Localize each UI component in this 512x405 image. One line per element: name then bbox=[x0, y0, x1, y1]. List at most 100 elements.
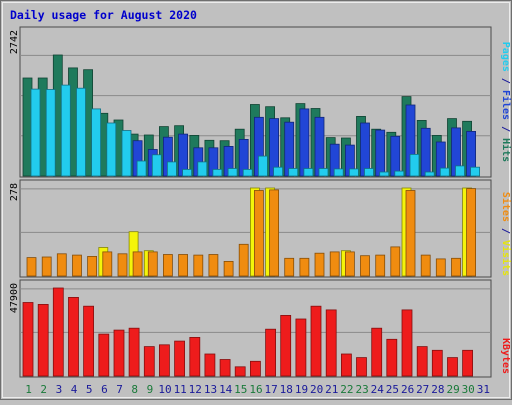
bar-kbytes-day-1 bbox=[22, 302, 34, 377]
bar-sites-day-16 bbox=[253, 190, 264, 277]
bar-pages-day-28 bbox=[439, 167, 450, 177]
x-tick-label-day-22: 22 bbox=[340, 383, 353, 396]
bar-files-day-18 bbox=[284, 121, 295, 177]
bar-sites-day-3 bbox=[56, 253, 67, 277]
bar-sites-day-26 bbox=[405, 190, 416, 277]
bar-sites-day-24 bbox=[375, 254, 386, 277]
x-tick-label-day-8: 8 bbox=[131, 383, 138, 396]
bar-sites-day-4 bbox=[72, 254, 82, 277]
bar-sites-day-2 bbox=[41, 256, 52, 277]
bar-kbytes-day-5 bbox=[83, 305, 94, 377]
x-tick-label-day-16: 16 bbox=[249, 383, 262, 396]
visits-max-label: 278 bbox=[9, 183, 20, 201]
panel-visits-sites-bars bbox=[26, 187, 477, 277]
hits-max-label: 2742 bbox=[9, 30, 20, 54]
x-tick-label-day-14: 14 bbox=[219, 383, 233, 396]
x-axis-day-labels: 1 2 3 4 5 6 7 8 9 10 11 12 13 14 15 16 17 18 19 20 21 22 23 24 2… bbox=[25, 383, 490, 396]
ylabel-kbytes: KBytes bbox=[500, 338, 511, 374]
visits-sites-ylabel: Sites / Visits bbox=[500, 192, 512, 276]
bar-files-day-19 bbox=[299, 108, 310, 177]
bar-sites-day-18 bbox=[284, 257, 295, 277]
bar-sites-day-22 bbox=[344, 251, 355, 277]
bar-pages-day-3 bbox=[60, 84, 71, 177]
ylabel-sites: Sites bbox=[500, 192, 512, 222]
bar-sites-day-7 bbox=[117, 253, 128, 277]
bar-kbytes-day-30 bbox=[462, 349, 474, 377]
bar-kbytes-day-10 bbox=[158, 344, 170, 377]
bar-kbytes-day-20 bbox=[310, 305, 322, 377]
bar-kbytes-day-26 bbox=[401, 309, 413, 377]
hits-files-pages-ylabel: Pages / Files / Hits bbox=[500, 42, 512, 162]
bar-sites-day-12 bbox=[193, 254, 204, 277]
bar-sites-day-10 bbox=[162, 254, 173, 277]
bar-kbytes-day-14 bbox=[219, 359, 231, 377]
bar-pages-day-7 bbox=[121, 130, 132, 177]
bar-pages-day-21 bbox=[333, 168, 344, 177]
x-tick-label-day-29: 29 bbox=[446, 383, 459, 396]
x-tick-label-day-23: 23 bbox=[355, 383, 368, 396]
x-tick-label-day-3: 3 bbox=[56, 383, 63, 396]
bar-pages-day-8 bbox=[136, 160, 147, 177]
bar-kbytes-day-21 bbox=[325, 309, 337, 377]
panel-hits-files-pages-bars bbox=[22, 54, 481, 177]
panel-kbytes-grid bbox=[20, 288, 491, 333]
x-tick-label-day-9: 9 bbox=[147, 383, 154, 396]
bar-kbytes-day-23 bbox=[356, 357, 367, 377]
x-tick-label-day-28: 28 bbox=[431, 383, 444, 396]
bar-pages-day-29 bbox=[455, 165, 465, 177]
ylabel-sep-2: / bbox=[500, 120, 511, 138]
x-tick-label-day-27: 27 bbox=[416, 383, 429, 396]
bar-kbytes-day-27 bbox=[416, 346, 428, 377]
bar-files-day-20 bbox=[314, 116, 325, 177]
bar-pages-day-18 bbox=[288, 168, 299, 177]
bar-sites-day-13 bbox=[208, 254, 219, 277]
x-tick-label-day-31: 31 bbox=[477, 383, 490, 396]
bar-sites-day-25 bbox=[390, 246, 401, 277]
bar-pages-day-15 bbox=[242, 168, 253, 177]
ylabel-hits: Hits bbox=[500, 138, 512, 162]
bar-sites-day-30 bbox=[466, 188, 477, 277]
bar-pages-day-1 bbox=[30, 88, 41, 177]
bar-pages-day-5 bbox=[91, 108, 101, 177]
bar-sites-day-8 bbox=[132, 251, 143, 277]
bar-files-day-23 bbox=[360, 122, 370, 177]
bar-sites-day-21 bbox=[329, 251, 340, 277]
bar-pages-day-22 bbox=[348, 168, 359, 177]
x-tick-label-day-17: 17 bbox=[264, 383, 277, 396]
bar-pages-day-30 bbox=[470, 166, 481, 177]
kbytes-max-label: 47900 bbox=[9, 283, 20, 313]
bar-pages-day-10 bbox=[166, 161, 177, 177]
bar-kbytes-day-22 bbox=[340, 353, 352, 377]
x-tick-label-day-21: 21 bbox=[325, 383, 338, 396]
ylabel-files: Files bbox=[500, 90, 512, 120]
x-tick-label-day-30: 30 bbox=[462, 383, 475, 396]
bar-pages-day-2 bbox=[45, 89, 56, 177]
x-tick-label-day-20: 20 bbox=[310, 383, 323, 396]
bar-kbytes-day-18 bbox=[280, 314, 292, 377]
bar-kbytes-day-3 bbox=[52, 287, 64, 377]
bar-sites-day-15 bbox=[238, 243, 249, 277]
bar-pages-day-14 bbox=[227, 168, 238, 177]
bar-sites-day-20 bbox=[314, 252, 325, 277]
bar-pages-day-16 bbox=[257, 155, 268, 177]
bar-sites-day-11 bbox=[178, 254, 189, 277]
ylabel-sep-3: / bbox=[500, 222, 511, 240]
bar-pages-day-27 bbox=[424, 171, 435, 177]
bar-pages-day-17 bbox=[273, 166, 284, 177]
bar-kbytes-day-13 bbox=[204, 353, 216, 377]
bar-sites-day-6 bbox=[102, 251, 113, 277]
x-tick-label-day-26: 26 bbox=[401, 383, 414, 396]
bar-sites-day-23 bbox=[360, 255, 370, 277]
bar-kbytes-day-15 bbox=[234, 366, 246, 377]
bar-kbytes-day-28 bbox=[431, 349, 443, 377]
bar-pages-day-4 bbox=[76, 87, 86, 177]
bar-pages-day-20 bbox=[318, 168, 329, 177]
bar-files-day-24 bbox=[375, 129, 386, 177]
chart-frame-inner bbox=[2, 2, 510, 398]
panel-visits-sites: 278 Sites / Visits bbox=[9, 179, 512, 278]
bar-sites-day-19 bbox=[299, 257, 310, 277]
bar-kbytes-day-16 bbox=[249, 360, 261, 377]
ylabel-visits: Visits bbox=[500, 240, 512, 276]
x-tick-label-day-25: 25 bbox=[386, 383, 399, 396]
x-tick-label-day-13: 13 bbox=[204, 383, 217, 396]
